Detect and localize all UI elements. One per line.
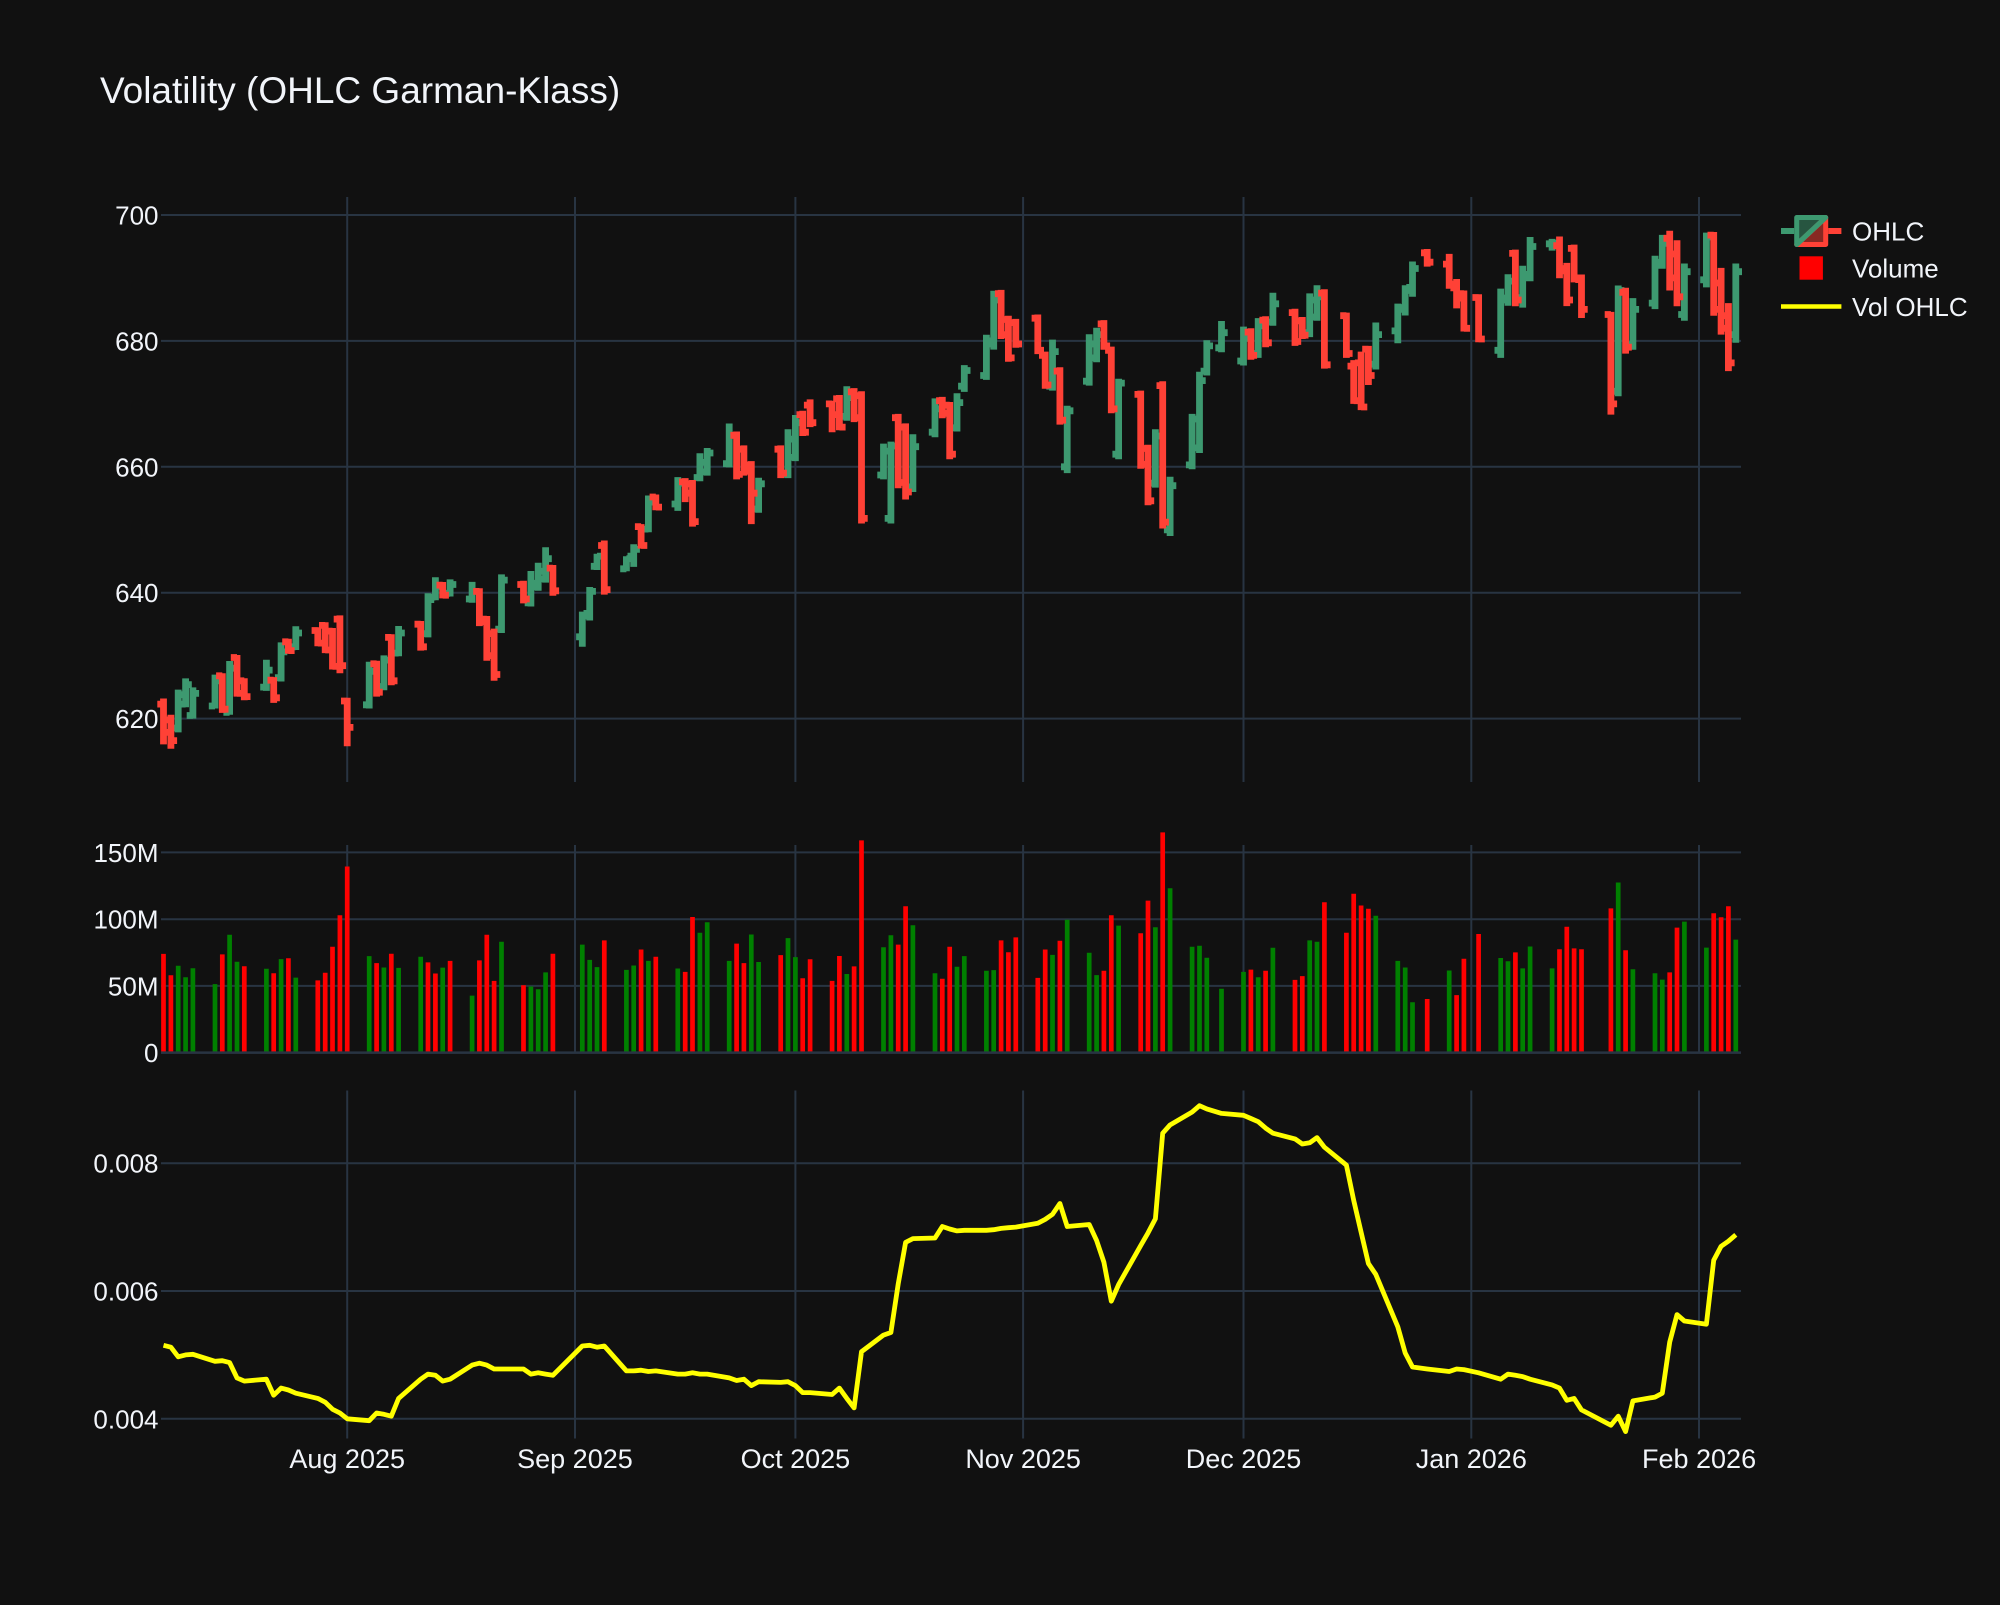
svg-text:Feb 2026: Feb 2026 <box>1642 1444 1756 1474</box>
svg-text:0.004: 0.004 <box>93 1404 158 1434</box>
svg-text:Nov 2025: Nov 2025 <box>965 1444 1081 1474</box>
svg-text:700: 700 <box>115 201 158 231</box>
svg-text:680: 680 <box>115 326 158 356</box>
svg-text:Sep 2025: Sep 2025 <box>517 1444 633 1474</box>
svg-text:0: 0 <box>144 1038 158 1068</box>
svg-text:Aug 2025: Aug 2025 <box>289 1444 405 1474</box>
svg-text:Volume: Volume <box>1852 254 1939 284</box>
svg-text:0.006: 0.006 <box>93 1277 158 1307</box>
svg-text:Jan 2026: Jan 2026 <box>1416 1444 1527 1474</box>
svg-text:660: 660 <box>115 452 158 482</box>
svg-text:OHLC: OHLC <box>1852 217 1924 247</box>
svg-text:100M: 100M <box>93 905 158 935</box>
svg-text:150M: 150M <box>93 838 158 868</box>
svg-text:Dec 2025: Dec 2025 <box>1186 1444 1302 1474</box>
svg-text:50M: 50M <box>108 971 159 1001</box>
svg-text:Volatility (OHLC Garman-Klass): Volatility (OHLC Garman-Klass) <box>100 70 620 111</box>
svg-text:640: 640 <box>115 578 158 608</box>
svg-text:620: 620 <box>115 704 158 734</box>
svg-text:Vol OHLC: Vol OHLC <box>1852 292 1968 322</box>
svg-text:0.008: 0.008 <box>93 1149 158 1179</box>
svg-text:Oct 2025: Oct 2025 <box>741 1444 851 1474</box>
